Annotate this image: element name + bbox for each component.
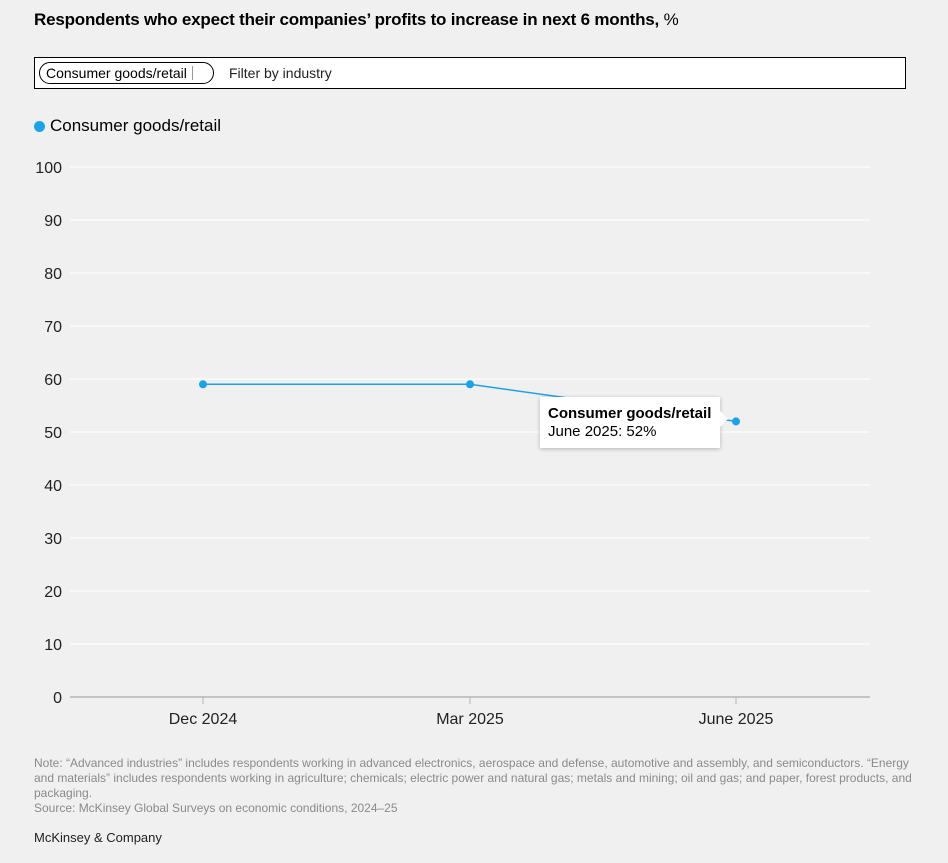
brand-label: McKinsey & Company	[34, 830, 162, 845]
tooltip-value: June 2025: 52%	[548, 423, 657, 440]
footnote-note: Note: “Advanced industries” includes res…	[34, 756, 912, 800]
legend-marker-icon	[34, 120, 45, 132]
y-tick-label: 90	[44, 213, 62, 230]
chart-title-unit: %	[663, 10, 679, 29]
industry-filter[interactable]: Consumer goods/retail Filter by industry	[34, 57, 906, 89]
data-point	[466, 380, 474, 389]
y-tick-label: 0	[53, 690, 62, 707]
chart-title-text: Respondents who expect their companies’ …	[34, 10, 660, 29]
footnote-source: Source: McKinsey Global Surveys on econo…	[34, 801, 398, 815]
x-tick-label: Mar 2025	[436, 711, 504, 728]
y-tick-label: 30	[44, 531, 62, 548]
y-tick-label: 100	[35, 160, 62, 177]
chart-legend: Consumer goods/retail	[34, 116, 221, 136]
chart-title: Respondents who expect their companies’ …	[34, 10, 679, 30]
data-point	[732, 417, 740, 426]
legend-label: Consumer goods/retail	[50, 116, 222, 135]
line-chart: 0 10 20 30 40 50 60 70 80 90 100 Dec 2024 Mar 2025 Ju…	[35, 160, 870, 728]
selected-industry-label: Consumer goods/retail	[46, 65, 187, 81]
y-tick-label: 70	[44, 319, 62, 336]
chip-divider	[191, 66, 193, 80]
tooltip-series: Consumer goods/retail	[548, 405, 712, 422]
y-tick-label: 50	[44, 425, 62, 442]
y-tick-label: 60	[44, 372, 62, 389]
data-tooltip: Consumer goods/retail June 2025: 52%	[540, 397, 729, 448]
y-tick-label: 80	[44, 266, 62, 283]
y-tick-label: 20	[44, 584, 62, 601]
y-tick-label: 40	[44, 478, 62, 495]
footnote: Note: “Advanced industries” includes res…	[34, 756, 914, 816]
selected-industry-chip[interactable]: Consumer goods/retail	[39, 62, 214, 84]
x-tick-label: Dec 2024	[169, 711, 238, 728]
y-tick-label: 10	[44, 637, 62, 654]
x-tick-label: June 2025	[699, 711, 774, 728]
data-point	[199, 380, 207, 389]
filter-input[interactable]: Filter by industry	[229, 65, 332, 81]
